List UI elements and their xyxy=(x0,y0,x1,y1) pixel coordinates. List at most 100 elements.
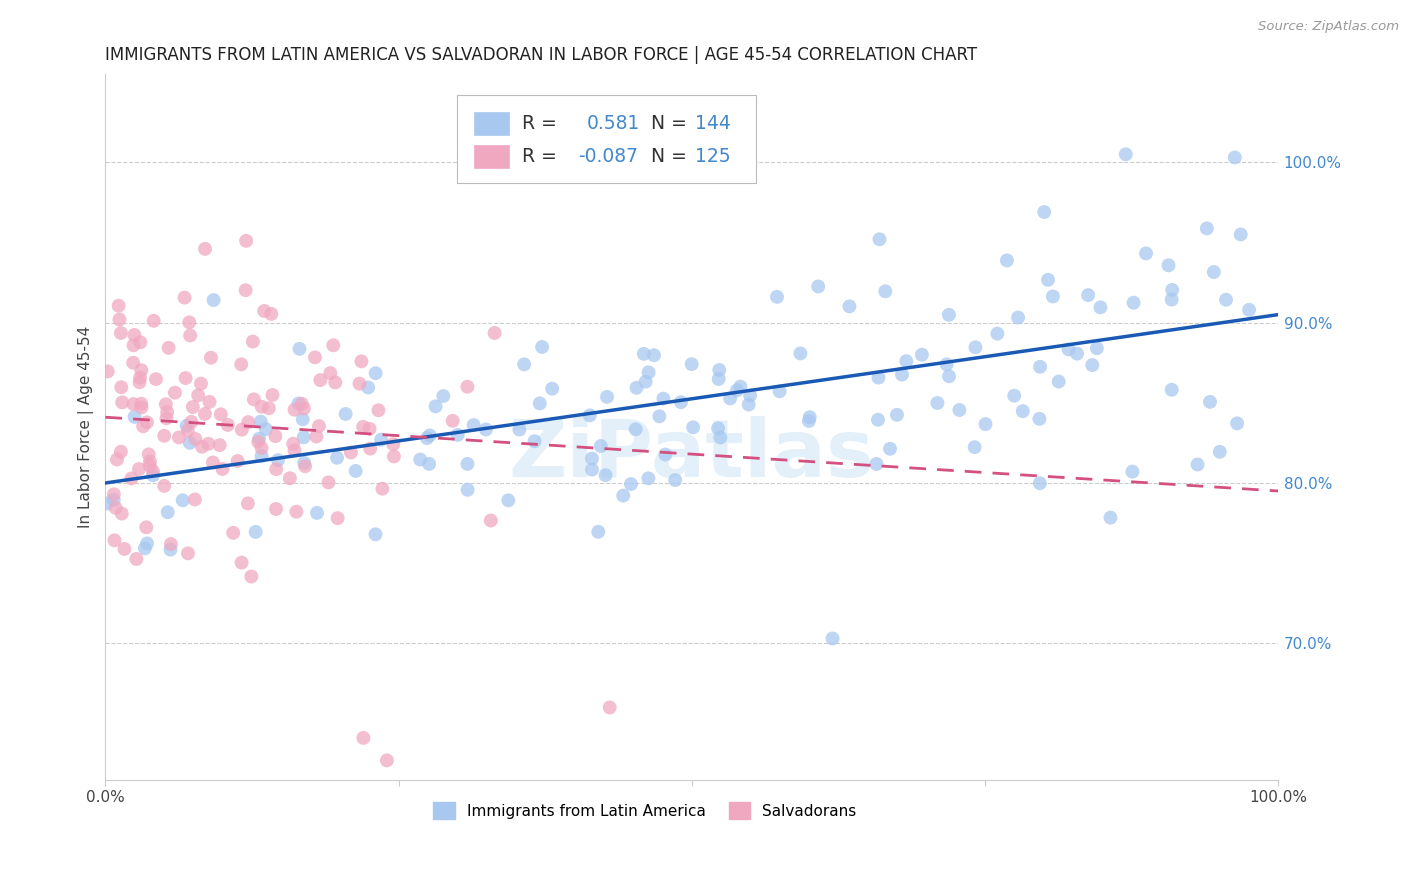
Point xyxy=(364,527,387,541)
Point xyxy=(103,487,125,501)
Point xyxy=(578,409,600,423)
Point xyxy=(197,437,219,451)
Point xyxy=(292,401,315,416)
Point xyxy=(202,293,225,307)
Point xyxy=(110,326,132,340)
Point xyxy=(323,376,346,390)
Point xyxy=(159,542,181,557)
Text: N =: N = xyxy=(640,147,693,166)
Point xyxy=(456,380,478,394)
Point xyxy=(581,451,603,466)
Point xyxy=(278,471,301,485)
Point xyxy=(259,800,281,814)
Point xyxy=(247,432,270,446)
Point xyxy=(352,731,374,745)
Point xyxy=(475,422,498,436)
Point xyxy=(292,456,315,470)
Text: R =: R = xyxy=(522,147,562,166)
Point xyxy=(1011,404,1033,418)
Point xyxy=(1028,412,1050,426)
Point xyxy=(523,434,546,449)
Point xyxy=(886,408,908,422)
Point xyxy=(103,492,125,507)
Point xyxy=(235,234,257,248)
Point xyxy=(1157,258,1180,272)
Point xyxy=(1077,288,1099,302)
Point xyxy=(1226,417,1249,431)
Point xyxy=(156,505,179,519)
Point xyxy=(184,432,207,446)
Point xyxy=(589,439,612,453)
Point xyxy=(250,449,273,463)
Point xyxy=(157,341,180,355)
Point xyxy=(250,400,273,414)
Point xyxy=(1033,205,1056,219)
Point xyxy=(807,279,830,293)
Point xyxy=(370,433,392,447)
Point xyxy=(105,452,128,467)
Point xyxy=(540,832,562,847)
Point xyxy=(308,419,330,434)
Point xyxy=(654,448,676,462)
Point xyxy=(138,447,160,461)
Point xyxy=(359,442,381,456)
Point xyxy=(107,299,129,313)
Point xyxy=(1115,147,1137,161)
Point xyxy=(633,347,655,361)
Point xyxy=(121,471,143,485)
Point xyxy=(112,541,135,556)
Point xyxy=(172,493,194,508)
Point xyxy=(995,253,1018,268)
Text: N =: N = xyxy=(640,114,693,133)
Point xyxy=(581,462,603,476)
Point xyxy=(142,464,165,478)
Point xyxy=(1202,265,1225,279)
Point xyxy=(891,368,914,382)
Point xyxy=(231,556,253,570)
Point xyxy=(179,315,201,329)
Point xyxy=(129,335,152,350)
Point xyxy=(624,422,647,436)
Point xyxy=(766,290,789,304)
Point xyxy=(335,407,357,421)
Point xyxy=(382,437,405,451)
Point xyxy=(242,334,264,349)
Point xyxy=(1029,476,1052,491)
Point xyxy=(768,384,790,399)
Point xyxy=(737,398,759,412)
Point xyxy=(194,242,217,256)
Point xyxy=(326,511,349,525)
Point xyxy=(463,418,485,433)
Point xyxy=(1237,302,1260,317)
Point xyxy=(103,533,125,548)
Point xyxy=(136,536,159,550)
Point xyxy=(231,423,253,437)
Point xyxy=(238,415,260,429)
Point xyxy=(285,505,308,519)
Point xyxy=(1090,301,1112,315)
Point xyxy=(1160,383,1182,397)
Point xyxy=(287,396,309,410)
Point xyxy=(457,483,479,497)
Point xyxy=(243,392,266,407)
Point xyxy=(264,429,287,443)
Point xyxy=(669,395,692,409)
Point xyxy=(588,524,610,539)
Point xyxy=(1160,293,1182,307)
Point xyxy=(789,346,811,360)
Point xyxy=(179,435,201,450)
Point xyxy=(155,397,177,411)
FancyBboxPatch shape xyxy=(474,112,509,135)
Point xyxy=(1135,246,1157,260)
Point xyxy=(350,354,373,368)
Point xyxy=(1187,458,1209,472)
Point xyxy=(125,552,148,566)
Point xyxy=(1007,310,1029,325)
Point xyxy=(134,541,156,556)
Point xyxy=(896,354,918,368)
Point xyxy=(283,436,305,450)
Y-axis label: In Labor Force | Age 45-54: In Labor Force | Age 45-54 xyxy=(79,326,94,528)
Point xyxy=(948,403,970,417)
Point xyxy=(869,232,891,246)
Legend: Immigrants from Latin America, Salvadorans: Immigrants from Latin America, Salvadora… xyxy=(427,796,863,825)
